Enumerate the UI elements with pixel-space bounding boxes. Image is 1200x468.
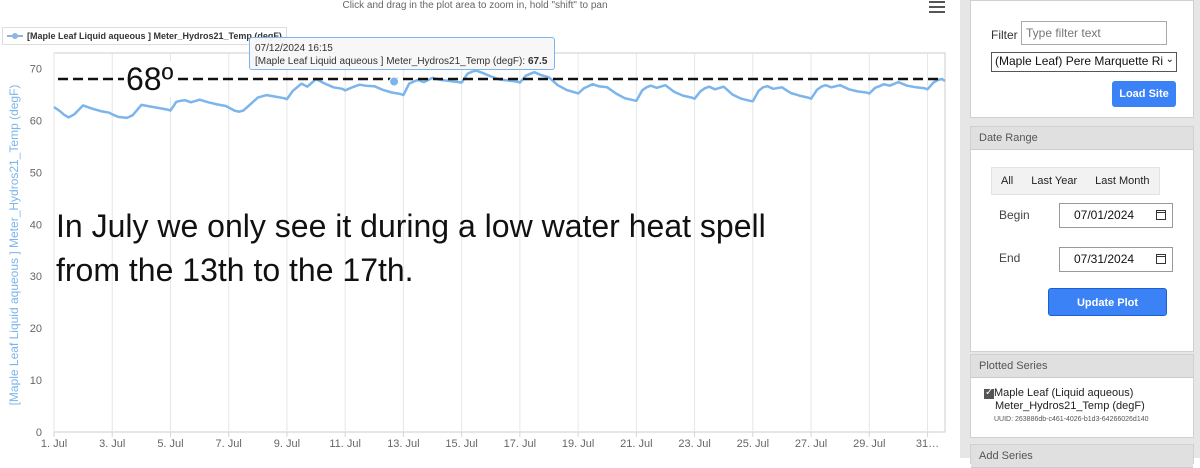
tooltip-label: [Maple Leaf Liquid aqueous ] Meter_Hydro… [255,56,528,67]
annotation-text: In July we only see it during a low wate… [56,204,936,292]
tab-last-month[interactable]: Last Month [1095,175,1150,187]
x-tick-label: 21. Jul [620,438,652,450]
x-tick-label: 3. Jul [99,438,125,450]
end-date-value: 07/31/2024 [1074,252,1135,266]
y-tick-label: 70 [30,64,42,76]
tab-all[interactable]: All [1001,175,1014,187]
y-tick-label: 10 [30,375,42,387]
y-tick-label: 60 [30,115,42,127]
y-tick-label: 30 [30,271,42,283]
y-tick-label: 0 [36,427,42,439]
update-plot-button[interactable]: Update Plot [1048,288,1167,316]
tooltip-date: 07/12/2024 16:15 [255,43,333,54]
x-tick-label: 7. Jul [216,438,242,450]
legend-label: [Maple Leaf Liquid aqueous ] Meter_Hydro… [27,31,282,41]
series-uuid: UUID: 263886db-c461-4026-b1d3-64266026d1… [994,416,1149,423]
series-name-line-2: Meter_Hydros21_Temp (degF) [995,400,1145,412]
x-tick-label: 19. Jul [562,438,594,450]
y-axis-label: [Maple Leaf Liquid aqueous ] Meter_Hydro… [7,84,21,406]
annotation-line-1: In July we only see it during a low wate… [56,208,766,244]
series-checkbox[interactable] [984,387,994,399]
tooltip-value: 67.5 [527,56,548,67]
filter-input[interactable] [1021,21,1167,45]
begin-label: Begin [999,208,1030,222]
plotted-series-header: Plotted Series [971,355,1193,378]
x-tick-label: 15. Jul [445,438,477,450]
add-series-panel: Add Series [970,444,1194,468]
chart-tooltip: 07/12/2024 16:15 [Maple Leaf Liquid aque… [249,37,555,70]
site-select-value: (Maple Leaf) Pere Marquette Ri [995,54,1164,68]
date-range-panel: Date Range All Last Year Last Month Begi… [970,126,1194,352]
x-tick-label: 27. Jul [795,438,827,450]
y-tick-label: 40 [30,219,42,231]
load-site-button[interactable]: Load Site [1112,81,1176,107]
x-tick-label: 5. Jul [157,438,183,450]
end-date-input[interactable]: 07/31/2024 [1059,247,1173,272]
legend-marker-icon [7,32,23,40]
plot-svg[interactable]: 1. Jul 3. Jul 5. Jul 7. Jul 9. Jul 11. Jul 13.… [0,0,960,458]
chart-area[interactable]: Click and drag in the plot area to zoom … [0,0,960,458]
chart-menu-icon[interactable] [929,1,945,13]
x-tick-label: 17. Jul [504,438,536,450]
x-tick-label: 31… [916,438,939,450]
tab-last-year[interactable]: Last Year [1031,175,1078,187]
x-tick-label: 29. Jul [853,438,885,450]
y-tick-label: 20 [30,323,42,335]
site-panel: Filter (Maple Leaf) Pere Marquette Ri⌄ L… [970,0,1194,118]
x-tick-label: 23. Jul [678,438,710,450]
chevron-down-icon: ⌄ [1165,54,1174,65]
annotation-line-2: from the 13th to the 17th. [56,252,414,288]
date-range-header: Date Range [971,127,1193,150]
x-tick-label: 9. Jul [274,438,300,450]
x-tick-label: 25. Jul [737,438,769,450]
zoom-hint: Click and drag in the plot area to zoom … [342,0,608,11]
end-label: End [999,251,1021,265]
tooltip-row: [Maple Leaf Liquid aqueous ] Meter_Hydro… [255,55,549,68]
date-range-tabs: All Last Year Last Month [991,167,1160,195]
calendar-icon[interactable] [1156,254,1166,264]
x-tick-label: 1. Jul [41,438,67,450]
calendar-icon[interactable] [1156,210,1166,220]
filter-label: Filter [991,28,1018,42]
add-series-header[interactable]: Add Series [971,445,1193,468]
plot-frame [53,52,946,433]
plotted-series-panel: Plotted Series [970,354,1194,438]
series-name-line-1: Maple Leaf (Liquid aqueous) [994,387,1134,399]
y-tick-label: 50 [30,167,42,179]
begin-date-input[interactable]: 07/01/2024 [1059,203,1173,228]
site-select[interactable]: (Maple Leaf) Pere Marquette Ri ⌄ [991,52,1177,72]
x-tick-label: 13. Jul [387,438,419,450]
begin-date-value: 07/01/2024 [1074,208,1135,222]
series-line [53,69,946,120]
series-name: Maple Leaf (Liquid aqueous) Meter_Hydros… [994,387,1145,413]
sidebar: Filter (Maple Leaf) Pere Marquette Ri⌄ L… [960,0,1200,468]
chart-legend[interactable]: [Maple Leaf Liquid aqueous ] Meter_Hydro… [2,27,287,45]
x-tick-label: 11. Jul [329,438,361,450]
hover-point [389,76,400,87]
reference-line-label: 68º [124,61,176,97]
